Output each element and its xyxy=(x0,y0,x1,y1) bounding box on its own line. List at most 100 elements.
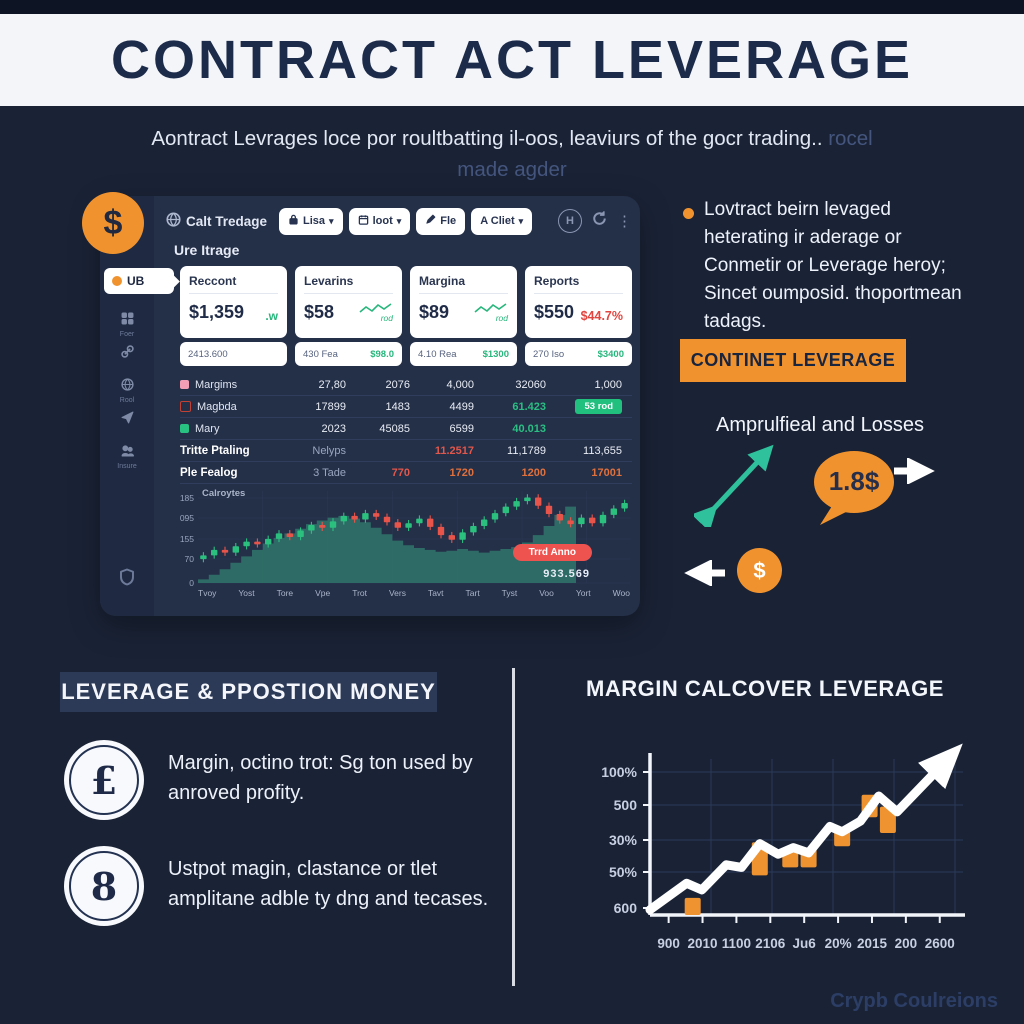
refresh-icon[interactable] xyxy=(592,211,607,231)
subtitle-line2: made agder xyxy=(457,158,567,181)
toolbar-button-fle[interactable]: Fle xyxy=(416,207,466,235)
x-axis-label: Tore xyxy=(276,588,294,598)
toolbar-button-label: loot xyxy=(372,215,393,227)
trend-annotation-value: 933.569 xyxy=(543,568,590,580)
table-row: Ple Fealog 3 Tade 770 1720 1200 17001 xyxy=(180,462,632,484)
table-row: Margims 27,80 2076 4,000 32060 1,000 xyxy=(180,374,632,396)
link-icon xyxy=(100,345,154,363)
svg-text:20%: 20% xyxy=(825,936,852,951)
card-footer-right: $1300 xyxy=(482,348,509,360)
toolbar-button-lisa[interactable]: Lisa ▾ xyxy=(279,207,343,235)
leverage-item-text: Ustpot magin, clastance or tlet amplitan… xyxy=(168,858,489,910)
svg-text:500: 500 xyxy=(614,797,638,813)
row-label: Mary xyxy=(180,423,292,435)
row-label: Tritte Ptaling xyxy=(180,444,250,457)
table-cell: 2023 xyxy=(321,422,346,435)
table-cell: 32060 xyxy=(515,378,546,391)
currency-circle-icon: 8 xyxy=(64,846,144,926)
x-axis-label: Woo xyxy=(612,588,630,598)
card-value: $1,359 xyxy=(189,302,245,322)
card-change-badge: $44.7% xyxy=(580,309,623,323)
stat-card-margina: Margina $89 rod 4.10 Rea $1300 xyxy=(410,266,517,366)
x-axis-label: Voo xyxy=(539,588,554,598)
kebab-menu-icon[interactable]: ⋮ xyxy=(617,213,632,230)
sidebar-active-label: UB xyxy=(127,274,145,288)
continet-leverage-button[interactable]: CONTINET LEVERAGE xyxy=(680,339,906,382)
table-cell: 53 rod xyxy=(556,399,632,414)
svg-text:095: 095 xyxy=(180,513,194,523)
subtitle-muted-tail: rocel xyxy=(822,127,873,150)
globe-logo-icon xyxy=(166,212,181,230)
sidebar-item-send[interactable] xyxy=(100,411,154,429)
leverage-item-text: Margin, octino trot: Sg ton used by anro… xyxy=(168,752,473,804)
amplified-losses-title: Amprulfieal and Losses xyxy=(716,414,924,436)
table-cell: Nelyps xyxy=(312,444,346,457)
x-axis-label: Vers xyxy=(388,588,406,598)
svg-text:1100: 1100 xyxy=(722,936,751,951)
card-footer-left: 270 Iso xyxy=(533,348,565,360)
chevron-down-icon: ▾ xyxy=(396,215,402,226)
table-cell: 11.2517 xyxy=(434,444,474,457)
calendar-icon xyxy=(358,214,369,228)
table-cell: 113,655 xyxy=(583,444,622,457)
sparkline-icon: rod xyxy=(359,302,393,323)
dashboard-logo: Calt Tredage xyxy=(166,212,267,230)
table-cell: 61.423 xyxy=(512,400,546,413)
table-cell: 40.013 xyxy=(512,422,546,435)
toolbar-button-label: A Cliet xyxy=(480,215,515,227)
table-cell: 27,80 xyxy=(318,378,346,391)
margin-trend-chart: 100% 500 30% 50% 600 900 2010 1100 2106 Ju6 20% 201… xyxy=(601,743,965,951)
table-row: Tritte Ptaling Nelyps 11.2517 11,1789 113,65… xyxy=(180,440,632,462)
stat-cards: Reccont $1,359 .w 2413.600 Levarins $58 rod 430… xyxy=(180,266,632,366)
x-axis-label: Tyst xyxy=(501,588,518,598)
dashboard-toolbar: Lisa ▾ loot ▾ Fle A Cliet ▾ xyxy=(279,207,533,235)
sidebar-item-Insure[interactable]: Insure xyxy=(100,444,154,470)
left-arrow-icon xyxy=(684,560,725,586)
svg-text:30%: 30% xyxy=(609,832,638,848)
table-cell: 4,000 xyxy=(446,378,474,391)
dashboard-header: Calt Tredage Lisa ▾ loot ▾ Fle A Cliet ▾ H ⋮ xyxy=(166,206,632,236)
dollar-badge-icon: $ xyxy=(82,192,144,254)
toolbar-button-a-cliet[interactable]: A Cliet ▾ xyxy=(471,207,533,235)
dollar-coin-icon: $ xyxy=(737,548,782,593)
table-cell: 1720 xyxy=(449,466,474,479)
sidebar-item-Rool[interactable]: Rool xyxy=(100,378,154,404)
users-icon xyxy=(100,444,154,462)
card-title: Reccont xyxy=(189,274,278,294)
table-cell: 2076 xyxy=(385,378,410,391)
margin-chart-title: MARGIN CALCOVER LEVERAGE xyxy=(586,676,944,701)
stat-card-levarins: Levarins $58 rod 430 Fea $98.0 xyxy=(295,266,402,366)
svg-text:600: 600 xyxy=(614,900,638,916)
svg-text:2106: 2106 xyxy=(755,936,786,951)
table-cell: 11,1789 xyxy=(507,444,546,457)
top-strip xyxy=(0,0,1024,14)
table-cell: 4499 xyxy=(449,400,474,413)
chevron-down-icon: ▾ xyxy=(329,215,334,226)
svg-text:Ju6: Ju6 xyxy=(793,936,817,951)
stat-card-reports: Reports $550 $44.7% 270 Iso $3400 xyxy=(525,266,632,366)
leverage-position-header: LEVERAGE & PPOSTION MONEY xyxy=(60,672,437,712)
circle-h-icon[interactable]: H xyxy=(558,209,582,233)
sidebar-item-Foer[interactable]: Foer xyxy=(100,312,154,338)
table-cell: 6599 xyxy=(449,422,474,435)
sidebar-shield-icon[interactable] xyxy=(100,568,154,591)
table-cell: 17001 xyxy=(591,466,622,479)
positions-table: Margims 27,80 2076 4,000 32060 1,000 Magbda 178… xyxy=(180,374,632,484)
bullet-icon xyxy=(683,208,694,219)
table-cell: 17899 xyxy=(315,400,346,413)
trading-dashboard: UB Foer Rool Insure Calt Tredage Lisa ▾ loot… xyxy=(100,196,640,616)
dashboard-sidebar: UB Foer Rool Insure xyxy=(100,196,180,616)
svg-text:200: 200 xyxy=(895,936,918,951)
sidebar-item-ub[interactable]: UB xyxy=(104,268,180,294)
toolbar-button-loot[interactable]: loot ▾ xyxy=(348,207,411,235)
subtitle-line1: Aontract Levrages loce por roultbatting … xyxy=(0,127,1024,151)
x-axis-label: Tvoy xyxy=(198,588,217,598)
card-footer-right: $3400 xyxy=(597,348,624,360)
sidebar-item-link[interactable] xyxy=(100,345,154,363)
leverage-item: £ Margin, octino trot: Sg ton used by anr… xyxy=(64,740,510,820)
trend-annotation-button[interactable]: Trrd Anno xyxy=(512,544,592,561)
stat-card-reccont: Reccont $1,359 .w 2413.600 xyxy=(180,266,287,366)
svg-text:Calroytes: Calroytes xyxy=(202,488,245,499)
table-row: Mary 2023 45085 6599 40.013 xyxy=(180,418,632,440)
